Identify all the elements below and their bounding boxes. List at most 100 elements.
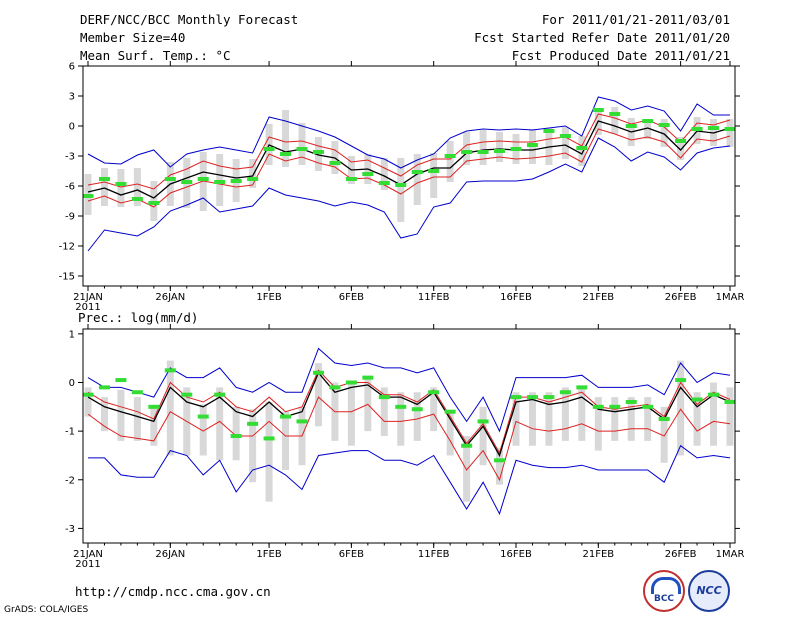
spread-box-0-32: [611, 107, 619, 134]
x-tick-label-1: 26JAN: [155, 549, 185, 560]
spread-box-1-35: [660, 406, 668, 463]
ensemble-marker-1-14: [312, 370, 324, 375]
ensemble-marker-1-13: [296, 419, 308, 424]
x-tick-label-0: 11FEB: [418, 292, 450, 303]
ensemble-marker-1-4: [148, 404, 160, 409]
spread-box-1-9: [232, 406, 240, 461]
spread-box-0-3: [133, 168, 141, 206]
ensemble-marker-0-16: [345, 177, 357, 181]
x-tick-label-1: 6FEB: [339, 549, 364, 560]
spread-box-0-12: [282, 110, 290, 167]
y-tick-label-0: -15: [59, 272, 75, 283]
spread-box-1-26: [512, 392, 520, 446]
ensemble-marker-0-39: [724, 127, 736, 131]
ensemble-marker-1-24: [477, 419, 489, 424]
ensemble-marker-1-34: [642, 404, 654, 409]
x-year-label-1: 2011: [75, 559, 100, 570]
y-tick-label-1: -1: [65, 427, 75, 438]
series-mean-line-0: [87, 120, 731, 199]
plot-frame-0: [82, 65, 736, 287]
precip-chart-title: Prec.: log(mm/d): [78, 310, 198, 325]
y-tick-label-0: -9: [65, 212, 75, 223]
member-size: Member Size=40: [80, 30, 186, 45]
ensemble-marker-0-25: [494, 149, 506, 153]
spread-box-1-25: [496, 448, 504, 485]
spread-box-0-13: [298, 123, 306, 165]
ensemble-marker-1-18: [378, 395, 390, 400]
spread-box-1-0: [84, 387, 92, 417]
spread-box-1-8: [216, 387, 224, 461]
ensemble-marker-1-5: [164, 368, 176, 373]
x-tick-label-1: 21FEB: [582, 549, 614, 560]
ensemble-marker-1-6: [181, 392, 193, 397]
spread-box-0-36: [677, 137, 685, 160]
spread-box-1-32: [611, 397, 619, 441]
spread-box-0-34: [644, 119, 652, 139]
ensemble-marker-1-31: [592, 404, 604, 409]
ensemble-marker-0-38: [708, 126, 720, 130]
ensemble-marker-1-25: [494, 458, 506, 463]
ensemble-marker-1-39: [724, 399, 736, 404]
ensemble-marker-0-13: [296, 147, 308, 151]
x-tick-label-1: 16FEB: [500, 549, 532, 560]
spread-box-0-24: [479, 130, 487, 165]
ensemble-marker-0-2: [115, 182, 127, 186]
x-tick-label-1: 26FEB: [665, 549, 697, 560]
produced-date: Fcst Produced Date 2011/01/21: [511, 48, 730, 63]
x-year-label-0: 2011: [75, 302, 100, 313]
y-tick-label-1: -3: [65, 524, 75, 535]
ensemble-marker-0-12: [280, 152, 292, 156]
variable-label: Mean Surf. Temp.: °C: [80, 48, 231, 63]
series-min-line-1: [88, 444, 731, 516]
ensemble-marker-0-20: [411, 170, 423, 174]
ensemble-marker-1-36: [675, 378, 687, 383]
ensemble-marker-0-29: [559, 134, 571, 138]
spread-box-1-21: [430, 387, 438, 432]
spread-box-0-1: [100, 168, 108, 206]
spread-box-1-39: [726, 387, 734, 446]
ensemble-marker-0-27: [526, 143, 538, 147]
ensemble-marker-0-6: [181, 180, 193, 184]
ensemble-marker-1-10: [247, 421, 259, 426]
ensemble-marker-0-5: [164, 177, 176, 181]
plot-frame-1: [82, 328, 736, 544]
spread-box-1-5: [166, 360, 174, 456]
ensemble-marker-1-2: [115, 378, 127, 383]
forecast-period: For 2011/01/21-2011/03/01: [541, 12, 730, 27]
spread-box-0-29: [561, 127, 569, 159]
spread-box-1-29: [561, 387, 569, 441]
ensemble-marker-0-4: [148, 201, 160, 205]
spread-box-1-27: [528, 392, 536, 446]
ensemble-marker-0-1: [98, 177, 110, 181]
series-upper-line-1: [87, 369, 731, 455]
spread-box-1-1: [100, 397, 108, 432]
spread-box-1-36: [677, 360, 685, 456]
ensemble-marker-0-34: [642, 119, 654, 123]
spread-box-1-30: [578, 387, 586, 441]
bcc-logo-text: BCC: [653, 594, 675, 604]
spread-box-0-2: [117, 169, 125, 207]
ensemble-marker-0-23: [461, 150, 473, 154]
spread-box-0-20: [413, 154, 421, 205]
ensemble-marker-1-12: [280, 414, 292, 419]
ensemble-marker-0-19: [395, 183, 407, 187]
ensemble-marker-0-33: [625, 124, 637, 128]
bcc-logo: BCC: [643, 570, 685, 612]
ensemble-marker-1-9: [230, 434, 242, 438]
ensemble-marker-1-29: [559, 390, 571, 395]
spread-box-1-22: [446, 411, 454, 456]
ensemble-marker-0-35: [658, 123, 670, 127]
ensemble-marker-1-32: [609, 404, 621, 409]
ensemble-marker-1-17: [362, 375, 374, 380]
x-tick-label-0: 1MAR: [716, 292, 745, 303]
spread-box-1-3: [133, 397, 141, 441]
source-url[interactable]: http://cmdp.ncc.cma.gov.cn: [75, 584, 271, 599]
spread-box-0-35: [660, 119, 668, 147]
spread-box-1-37: [693, 392, 701, 446]
ensemble-marker-0-9: [230, 179, 242, 183]
ensemble-marker-1-3: [131, 390, 143, 395]
spread-box-1-19: [397, 392, 405, 446]
spread-box-1-11: [265, 401, 273, 502]
ensemble-marker-0-18: [378, 181, 390, 185]
series-lower-line-1: [87, 396, 731, 482]
